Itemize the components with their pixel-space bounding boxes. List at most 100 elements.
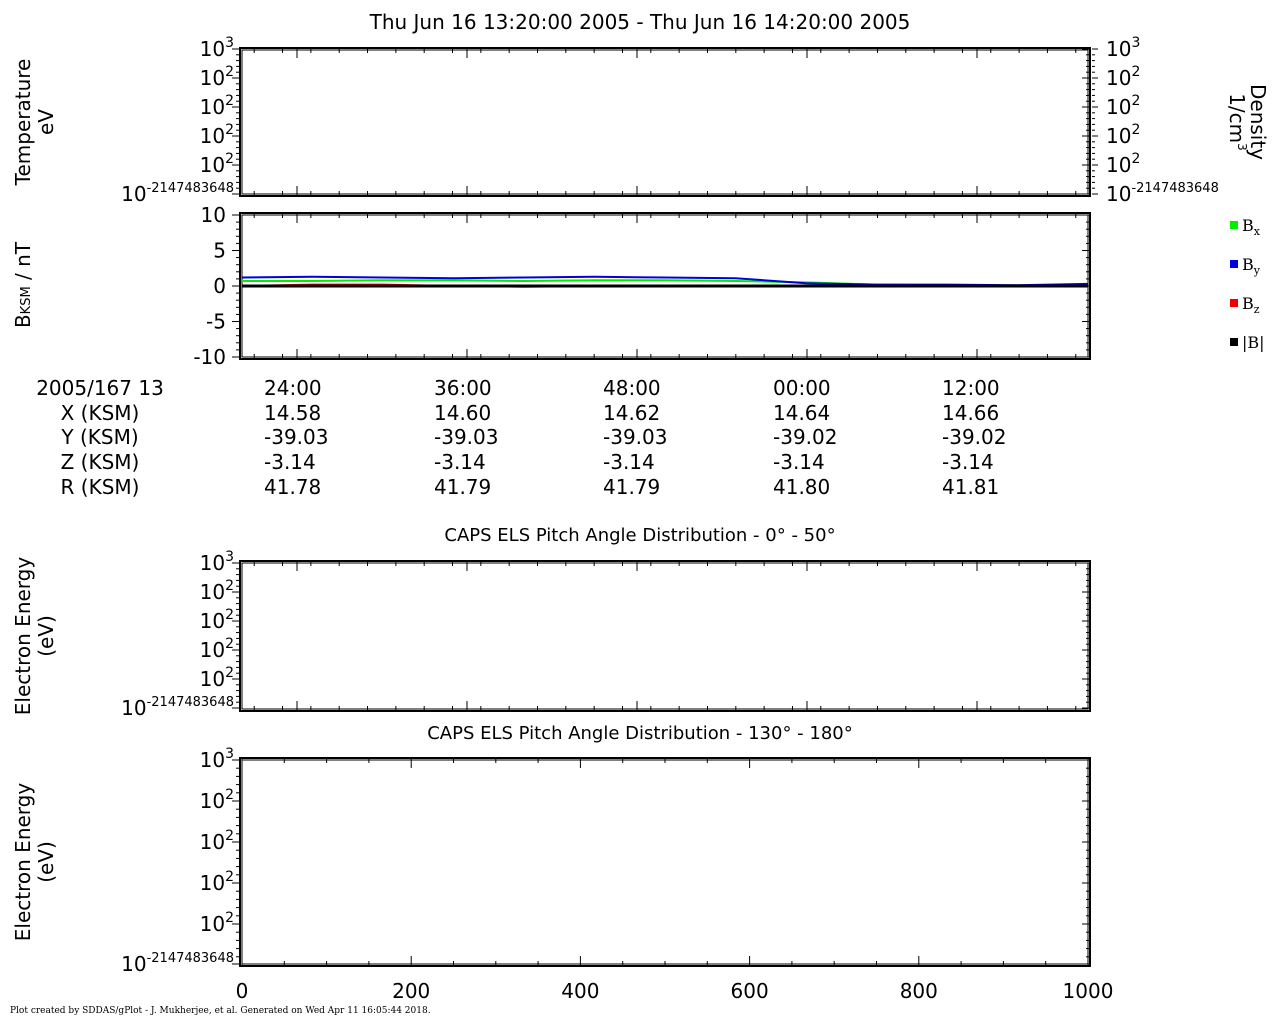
density-y-tick-labels: 103 102 102 102 102 10-2147483648 <box>1106 35 1219 206</box>
ephemeris-cell: -3.14 <box>264 450 316 474</box>
els-panel-1-y-tick-label-0: 103 <box>200 549 234 575</box>
els-panel-2-x-tick-label: 200 <box>392 979 430 1003</box>
magnetic-field-y-tick-label: 10 <box>201 203 226 227</box>
temperature-y-tick-labels: 103 102 102 102 102 10-2147483648 <box>121 35 234 206</box>
temperature-ticks <box>232 48 1098 196</box>
magnetic-field-panel: 10 5 0 -5 -10 BKSM / nT <box>11 203 1091 369</box>
ephemeris-cell: -3.14 <box>434 450 486 474</box>
legend-label: By <box>1242 255 1261 277</box>
els-panel-2-y-tick-label-2: 102 <box>200 828 234 854</box>
legend-swatch <box>1230 299 1238 307</box>
els-panel-2-y-tick-label-1: 102 <box>200 787 234 813</box>
temperature-y-tick-label-4: 102 <box>200 151 234 177</box>
ephemeris-cell: -39.03 <box>264 425 328 449</box>
els-panel-1-y-tick-labels: 103 102 102 102 102 10-2147483648 <box>121 549 234 720</box>
els-panel-1-y-tick-label-1: 102 <box>200 578 234 604</box>
ephemeris-cell: -3.14 <box>942 450 994 474</box>
els-panel-1: CAPS ELS Pitch Angle Distribution - 0° -… <box>11 525 1091 720</box>
els-panel-2-x-tick-label: 800 <box>900 979 938 1003</box>
els-panel-2-y-tick-label-4: 102 <box>200 910 234 936</box>
els-panel-2-x-tick-label: 400 <box>561 979 599 1003</box>
els-panel-2-frame <box>239 757 1091 967</box>
footer-credit: Plot created by SDDAS/gPlot - J. Mukherj… <box>10 1006 431 1016</box>
ephemeris-cell: 41.79 <box>603 475 660 499</box>
ephemeris-time-label: 48:00 <box>603 376 661 400</box>
magnetic-field-y-tick-label: -10 <box>193 345 226 369</box>
temperature-y-tick-label-2: 102 <box>200 93 234 119</box>
density-y-tick-label-3: 102 <box>1106 122 1140 148</box>
temperature-ylabel-unit: eV <box>34 109 58 135</box>
magnetic-field-series <box>241 275 1089 288</box>
els-panel-1-y-tick-label-5: 10-2147483648 <box>121 695 234 720</box>
ephemeris-cell: -39.03 <box>603 425 667 449</box>
ephemeris-time-label: 36:00 <box>434 376 492 400</box>
els-panel-2-x-tick-label: 1000 <box>1063 979 1114 1003</box>
density-y-tick-label-5: 10-2147483648 <box>1106 181 1219 206</box>
ephemeris-table: 2005/167 13 X (KSM)Y (KSM)Z (KSM)R (KSM)… <box>36 376 1006 499</box>
magnetic-field-ticks <box>232 213 1090 359</box>
legend-swatch <box>1230 260 1238 268</box>
els-panel-2-ylabel-unit: (eV) <box>34 841 58 883</box>
ephemeris-cell: 14.60 <box>434 401 491 425</box>
els-panel-2-x-tick-labels: 0 200 400 600 800 1000 <box>236 979 1114 1003</box>
els-panel-2-x-tick-label: 600 <box>731 979 769 1003</box>
ephemeris-cell: -3.14 <box>603 450 655 474</box>
ephemeris-row-label: Y (KSM) <box>60 425 138 449</box>
page-title: Thu Jun 16 13:20:00 2005 - Thu Jun 16 14… <box>369 10 911 34</box>
ephemeris-cell: 14.58 <box>264 401 321 425</box>
ephemeris-cell: 41.80 <box>773 475 830 499</box>
ephemeris-cell: -39.02 <box>773 425 837 449</box>
temperature-y-tick-label-1: 102 <box>200 64 234 90</box>
density-y-tick-label-4: 102 <box>1106 151 1140 177</box>
magnetic-field-y-tick-label: 5 <box>213 239 226 263</box>
els-panel-1-ticks <box>232 561 1090 711</box>
density-label-unit: 1/cm3 <box>1225 93 1249 151</box>
density-label: Density <box>1246 84 1270 160</box>
ephemeris-cell: 41.79 <box>434 475 491 499</box>
legend-label: Bz <box>1242 294 1260 316</box>
density-y-tick-label-2: 102 <box>1106 93 1140 119</box>
density-y-tick-label-0: 103 <box>1106 35 1140 61</box>
els-panel-2-ticks <box>232 758 1090 966</box>
ephemeris-header: 2005/167 13 <box>36 376 164 400</box>
magnetic-field-y-tick-label: -5 <box>206 310 226 334</box>
legend-label: Bx <box>1242 216 1261 238</box>
els-panel-1-title: CAPS ELS Pitch Angle Distribution - 0° -… <box>444 525 835 546</box>
els-panel-2-y-tick-label-0: 103 <box>200 746 234 772</box>
temperature-y-tick-label-3: 102 <box>200 122 234 148</box>
magnetic-field-ylabel: BKSM / nT <box>11 241 35 328</box>
temperature-panel-frame <box>239 47 1091 197</box>
els-panel-2-y-tick-label-5: 10-2147483648 <box>121 951 234 976</box>
temperature-ylabel: Temperature <box>11 59 35 187</box>
magnetic-field-legend: Bx By Bz |B| <box>1230 216 1265 352</box>
ephemeris-time-label: 00:00 <box>773 376 831 400</box>
els-panel-1-ylabel-unit: (eV) <box>34 615 58 657</box>
els-panel-1-ylabel: Electron Energy <box>11 557 35 716</box>
legend-swatch <box>1230 338 1238 346</box>
ephemeris-cell: 14.64 <box>773 401 830 425</box>
els-panel-2: CAPS ELS Pitch Angle Distribution - 130°… <box>11 723 1113 1003</box>
els-panel-2-title: CAPS ELS Pitch Angle Distribution - 130°… <box>427 723 853 744</box>
density-y-tick-label-1: 102 <box>1106 64 1140 90</box>
ephemeris-cell: 14.66 <box>942 401 999 425</box>
els-panel-1-y-tick-label-4: 102 <box>200 665 234 691</box>
ephemeris-cell: -39.02 <box>942 425 1006 449</box>
magnetic-field-y-tick-label: 0 <box>213 274 226 298</box>
ephemeris-time-label: 12:00 <box>942 376 1000 400</box>
els-panel-1-y-tick-label-2: 102 <box>200 607 234 633</box>
els-panel-2-ylabel: Electron Energy <box>11 783 35 942</box>
magnetic-field-y-tick-labels: 10 5 0 -5 -10 <box>193 203 226 369</box>
ephemeris-row-label: R (KSM) <box>61 475 140 499</box>
els-panel-2-y-tick-labels: 103 102 102 102 102 10-2147483648 <box>121 746 234 976</box>
els-panel-2-y-tick-label-3: 102 <box>200 869 234 895</box>
temperature-y-tick-label-5: 10-2147483648 <box>121 181 234 206</box>
ephemeris-row-label: Z (KSM) <box>61 450 140 474</box>
temperature-y-tick-label-0: 103 <box>200 35 234 61</box>
ephemeris-cell: 14.62 <box>603 401 660 425</box>
legend-label: |B| <box>1242 333 1265 352</box>
els-panel-1-y-tick-label-3: 102 <box>200 636 234 662</box>
els-panel-2-x-tick-label: 0 <box>236 979 249 1003</box>
ephemeris-time-label: 24:00 <box>264 376 322 400</box>
